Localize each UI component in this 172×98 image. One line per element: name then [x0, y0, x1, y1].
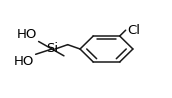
Text: HO: HO: [14, 55, 34, 68]
Text: Cl: Cl: [127, 24, 140, 37]
Text: Si: Si: [46, 43, 58, 55]
Text: HO: HO: [17, 28, 37, 41]
